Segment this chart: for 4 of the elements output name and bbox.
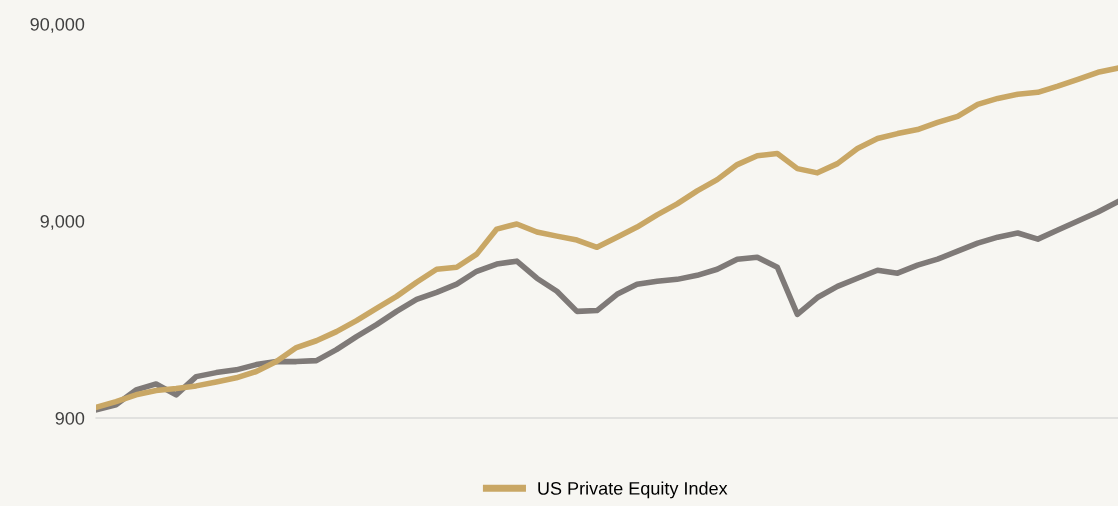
y-tick-label: 90,000 <box>30 17 85 33</box>
y-tick-label: 900 <box>55 411 85 425</box>
legend-label: US Private Equity Index <box>538 481 728 499</box>
y-tick-label: 9,000 <box>40 214 85 230</box>
